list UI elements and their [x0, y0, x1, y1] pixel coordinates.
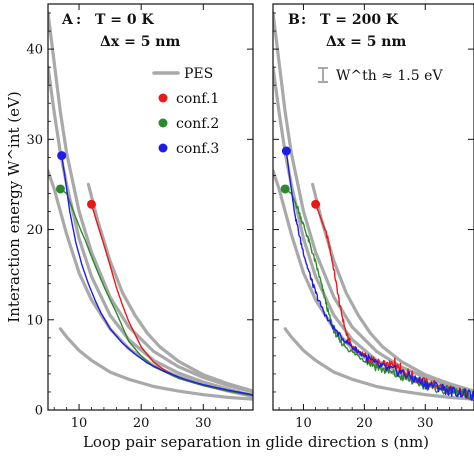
panel-b-xtick-label-1: 20	[356, 416, 373, 431]
panel-b-frame	[272, 3, 474, 411]
panel-a-conf1-start-marker	[86, 199, 96, 209]
panel-a-conf1-line	[90, 204, 253, 397]
panel-a-xtick-label-1: 20	[133, 416, 150, 431]
panel-b-conf2-line	[284, 188, 474, 401]
panel-a: 10 20 30 0 10 20 30 40 A : T = 0 K Δx = 5 nm PE…	[26, 3, 254, 431]
panel-a-frame	[47, 3, 254, 411]
panel-a-pes-branch-0	[48, 11, 253, 394]
x-axis-title: Loop pair separation in glide direction …	[83, 433, 429, 451]
legend-conf2-marker	[158, 118, 168, 128]
panel-a-ytick-label-3: 30	[26, 133, 43, 148]
panel-b: 10 20 30 B : T = 200 K Δx = 5 nm W^th ≈ 1.…	[272, 3, 474, 431]
panel-b-label: B	[288, 12, 300, 28]
panel-a-pes-branch-4	[86, 182, 253, 393]
panel-a-colon: :	[76, 12, 81, 28]
panel-b-conf3-line	[285, 151, 474, 401]
panel-b-conf3-start-marker	[281, 146, 291, 156]
panel-a-ytick-label-4: 40	[26, 43, 43, 58]
threshold-label: W^th ≈ 1.5 eV	[336, 68, 443, 84]
threshold-bar-icon	[318, 67, 328, 83]
legend-conf1-marker	[158, 93, 168, 103]
panel-b-title-line2: Δx = 5 nm	[326, 34, 406, 50]
panel-b-xtick-label-2: 30	[417, 416, 434, 431]
panel-a-conf2-start-marker	[55, 184, 65, 194]
legend-conf1-label: conf.1	[176, 91, 219, 107]
panel-a-ytick-label-2: 20	[26, 223, 43, 238]
y-axis-title: Interaction energy W^int (eV)	[5, 91, 23, 322]
panel-a-conf3-line	[61, 155, 253, 396]
panel-b-colon: :	[301, 12, 306, 28]
legend-conf3-label: conf.3	[176, 141, 219, 157]
legend-conf3-marker	[158, 143, 168, 153]
panel-a-ytick-label-0: 0	[35, 404, 43, 419]
panel-b-pes-branch-0	[273, 11, 474, 394]
panel-a-conf3-start-marker	[57, 151, 67, 161]
panel-b-xtick-label-0: 10	[295, 416, 312, 431]
legend-pes-label: PES	[184, 66, 213, 82]
legend: PES conf.1 conf.2 conf.3	[152, 66, 219, 157]
threshold-annotation: W^th ≈ 1.5 eV	[318, 67, 443, 84]
panel-a-title-line1: T = 0 K	[95, 12, 155, 28]
panel-a-xtick-label-2: 30	[195, 416, 212, 431]
panel-a-title-line2: Δx = 5 nm	[100, 34, 180, 50]
panel-b-title-line1: T = 200 K	[320, 12, 399, 28]
panel-a-pes-branch-3	[58, 327, 253, 401]
panel-b-conf1-start-marker	[311, 199, 321, 209]
panel-a-xtick-label-0: 10	[71, 416, 88, 431]
legend-conf2-label: conf.2	[176, 116, 219, 132]
panel-a-label: A	[61, 12, 74, 28]
panel-b-pes-branch-3	[283, 327, 474, 401]
panel-a-conf2-line	[60, 188, 253, 397]
panel-b-conf2-start-marker	[280, 184, 290, 194]
panel-a-ytick-label-1: 10	[26, 313, 43, 328]
